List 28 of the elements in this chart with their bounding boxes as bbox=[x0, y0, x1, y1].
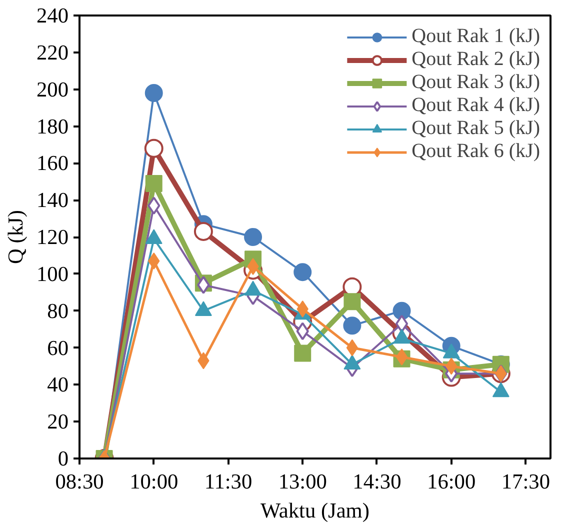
x-tick-label: 14:30 bbox=[352, 470, 402, 494]
legend-label: Qout Rak 6 (kJ) bbox=[412, 140, 540, 163]
x-tick-label: 16:00 bbox=[427, 470, 476, 494]
legend-label: Qout Rak 5 (kJ) bbox=[412, 117, 540, 140]
y-tick-label: 80 bbox=[47, 298, 68, 323]
y-tick-label: 120 bbox=[36, 225, 69, 249]
x-tick-label: 11:30 bbox=[204, 470, 252, 494]
x-axis-title: Waktu (Jam) bbox=[260, 498, 370, 522]
y-tick-label: 200 bbox=[36, 77, 69, 102]
y-tick-label: 140 bbox=[36, 188, 69, 212]
y-tick-label: 180 bbox=[36, 114, 69, 138]
y-axis-title: Q (kJ) bbox=[4, 210, 28, 264]
y-tick-label: 240 bbox=[36, 4, 69, 28]
y-tick-label: 160 bbox=[36, 151, 69, 176]
legend-label: Qout Rak 4 (kJ) bbox=[412, 94, 540, 117]
y-tick-label: 100 bbox=[36, 262, 69, 286]
y-tick-label: 220 bbox=[36, 40, 69, 64]
y-tick-label: 40 bbox=[47, 372, 68, 397]
x-tick-label: 08:30 bbox=[55, 470, 104, 494]
y-tick-label: 60 bbox=[47, 336, 68, 360]
x-tick-label: 10:00 bbox=[130, 470, 178, 494]
y-tick-label: 0 bbox=[58, 446, 69, 470]
y-tick-label: 20 bbox=[47, 410, 68, 434]
legend-label: Qout Rak 2 (kJ) bbox=[412, 48, 540, 71]
legend-label: Qout Rak 1 (kJ) bbox=[412, 25, 540, 48]
legend-label: Qout Rak 3 (kJ) bbox=[412, 71, 540, 94]
x-tick-label: 13:00 bbox=[278, 470, 327, 494]
x-tick-label: 17:30 bbox=[501, 470, 550, 494]
